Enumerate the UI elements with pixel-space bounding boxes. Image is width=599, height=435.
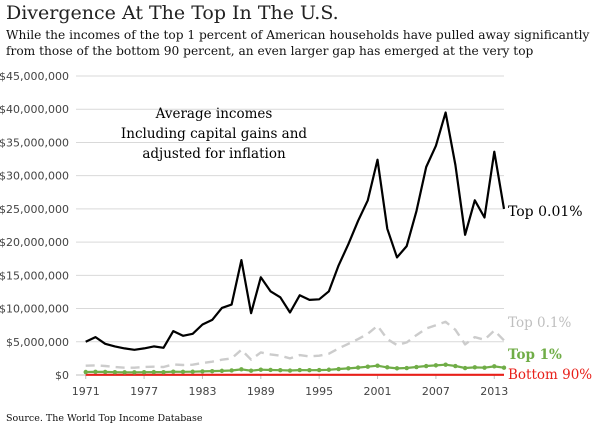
data-point-top-1-percent [365,364,371,369]
data-point-top-1-percent [141,370,147,375]
gridlines [76,75,504,343]
y-axis-tick-labels: $0 $5,000,000 $10,000,000 $15,000,000 $20,00… [0,70,69,382]
data-point-top-1-percent [219,368,225,374]
data-point-top-1-percent [297,367,302,373]
data-point-top-1-percent [132,370,137,375]
y-tick-label: $20,000,000 [0,236,69,249]
y-tick-label: $25,000,000 [0,203,69,216]
data-point-top-1-percent [433,363,439,368]
data-point-top-1-percent [385,365,390,370]
series-markers [83,362,507,375]
data-point-top-1-percent [229,368,234,373]
data-point-top-1-percent [239,367,244,372]
y-tick-label: $0 [55,369,69,382]
x-tick-label: 2007 [422,385,450,398]
series-line-top-0-01-percent [85,111,506,351]
data-point-top-1-percent [423,363,429,369]
y-tick-label: $30,000,000 [0,170,69,183]
series-label-top-0-1-percent: Top 0.1% [508,315,571,331]
x-tick-label: 1989 [247,385,275,398]
data-point-top-1-percent [394,366,400,371]
data-point-top-1-percent [209,368,215,374]
series-label-top-1-percent: Top 1% [508,347,562,363]
x-tick-label: 1971 [72,385,100,398]
y-tick-label: $5,000,000 [6,336,69,349]
y-tick-label: $45,000,000 [0,70,69,83]
x-tick-label: 2013 [480,385,508,398]
data-point-top-1-percent [336,366,341,372]
series-labels: Top 0.01% Top 0.1% Top 1% Bottom 90% [508,204,592,383]
data-point-top-1-percent [501,365,507,370]
data-point-top-1-percent [287,368,293,373]
data-point-top-1-percent [200,369,205,374]
data-point-top-1-percent [316,367,322,373]
data-point-top-1-percent [180,369,186,375]
x-tick-label: 1977 [130,385,158,398]
data-point-top-1-percent [404,365,409,371]
series-label-bottom-90-percent: Bottom 90% [508,367,592,383]
source-note: Source. The World Top Income Database [6,413,203,424]
data-point-top-1-percent [375,363,380,368]
data-point-top-1-percent [102,369,108,375]
data-point-top-1-percent [346,366,351,371]
data-point-top-1-percent [278,368,283,373]
data-point-top-1-percent [414,364,419,370]
data-point-top-1-percent [443,362,448,367]
x-tick-label: 1995 [305,385,333,398]
x-tick-label: 1983 [188,385,216,398]
data-point-top-1-percent [326,367,332,372]
y-tick-label: $40,000,000 [0,103,69,116]
y-tick-label: $10,000,000 [0,303,69,316]
data-point-top-1-percent [93,369,98,375]
data-point-top-1-percent [112,370,118,375]
data-point-top-1-percent [482,365,487,370]
annotation-line: Including capital gains and [121,126,308,142]
data-point-top-1-percent [258,367,264,372]
data-point-top-1-percent [453,363,458,369]
series-label-top-0-01-percent: Top 0.01% [508,204,583,220]
data-point-top-1-percent [161,369,166,375]
data-point-top-1-percent [122,370,127,375]
y-tick-label: $15,000,000 [0,269,69,282]
data-point-top-1-percent [355,365,361,370]
data-point-top-1-percent [83,369,88,375]
x-tick-label: 2001 [364,385,392,398]
annotation-line: adjusted for inflation [142,146,286,162]
chart-subtitle: While the incomes of the top 1 percent o… [6,28,590,58]
data-point-top-1-percent [462,365,468,371]
y-tick-label: $35,000,000 [0,136,69,149]
chart-title: Divergence At The Top In The U.S. [6,2,339,24]
data-point-top-1-percent [268,367,273,373]
series-line-top-0-1-percent [85,320,505,369]
data-point-top-1-percent [190,369,195,374]
annotation-line: Average incomes [155,106,273,122]
x-axis-tick-labels: 1971 1977 1983 1989 1995 2001 2007 2013 [72,385,509,398]
data-point-top-1-percent [248,368,254,373]
data-point-top-1-percent [492,364,497,369]
data-point-top-1-percent [171,369,176,374]
data-point-top-1-percent [151,369,157,375]
data-point-top-1-percent [472,365,478,370]
data-point-top-1-percent [307,368,312,373]
annotation: Average incomes Including capital gains a… [121,106,308,162]
